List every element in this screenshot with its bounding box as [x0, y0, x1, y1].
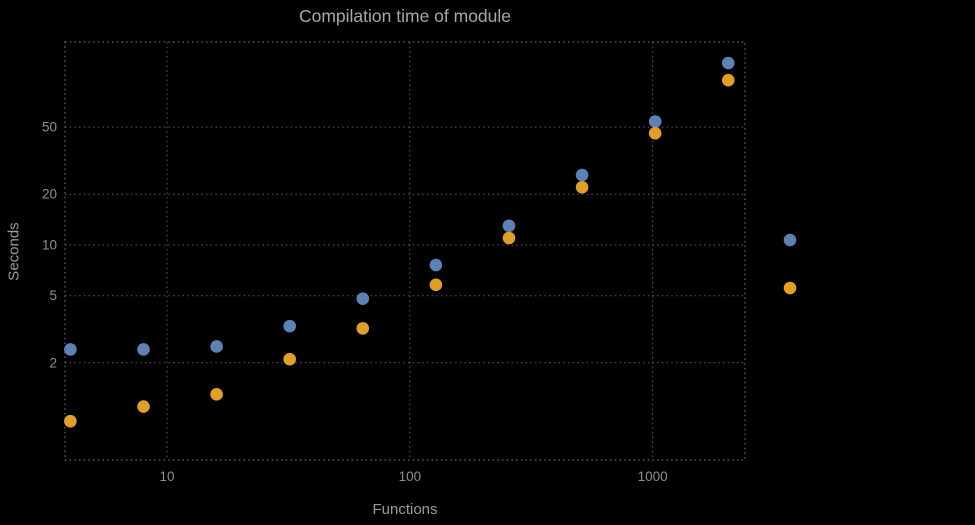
legend-marker-series-2	[783, 281, 797, 295]
data-point-series-1	[648, 115, 662, 128]
y-tick-label: 10	[42, 237, 57, 252]
chart-title: Compilation time of module	[298, 6, 512, 26]
data-point-series-1	[502, 219, 516, 233]
data-point-series-1	[429, 258, 443, 272]
data-point-series-1	[356, 292, 370, 305]
data-point-series-2	[721, 73, 735, 87]
data-point-series-2	[575, 180, 589, 194]
data-point-series-1	[283, 319, 296, 333]
legend-marker-series-1	[783, 233, 797, 247]
y-tick-label: 50	[42, 120, 57, 135]
data-point-series-2	[648, 126, 662, 140]
plot-frame	[64, 41, 746, 461]
data-point-series-1	[210, 340, 223, 353]
data-point-series-2	[356, 322, 370, 335]
data-point-series-1	[721, 56, 735, 70]
y-tick-label: 5	[49, 288, 57, 303]
data-point-series-2	[283, 352, 296, 366]
x-axis-label: Functions	[372, 501, 438, 518]
y-tick-label: 2	[49, 355, 57, 370]
x-tick-label: 100	[399, 469, 422, 484]
y-tick-label: 20	[42, 187, 57, 202]
data-point-series-2	[429, 278, 443, 292]
data-point-series-2	[502, 231, 516, 245]
data-point-series-1	[64, 343, 77, 356]
data-point-series-2	[64, 414, 77, 428]
data-point-series-2	[210, 388, 223, 401]
data-point-series-2	[137, 400, 150, 413]
x-tick-label: 10	[160, 469, 175, 484]
x-tick-label: 1000	[638, 469, 668, 484]
data-point-series-1	[575, 168, 589, 182]
data-point-series-1	[137, 343, 150, 356]
